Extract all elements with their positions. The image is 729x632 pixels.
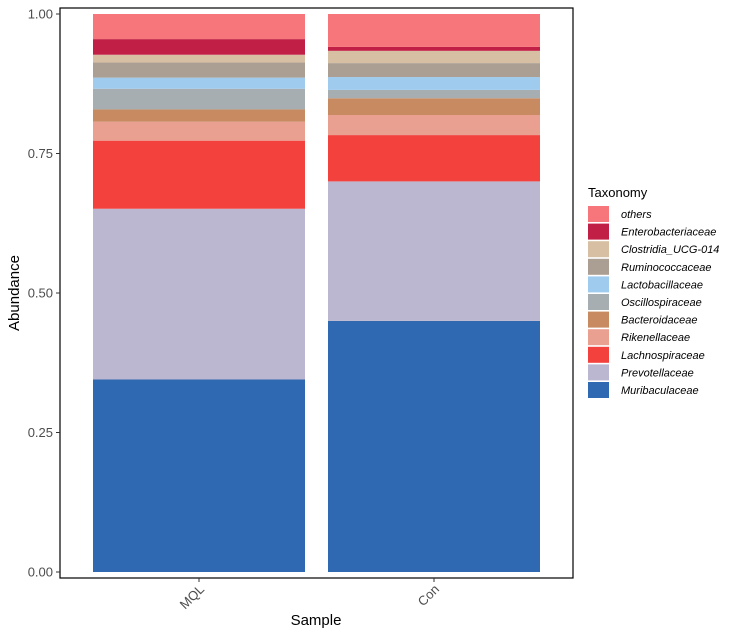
bar-mql-lactobacillaceae [93, 77, 305, 89]
y-tick-label: 0.00 [28, 565, 53, 580]
bar-con-muribaculaceae [328, 320, 540, 572]
bar-con-prevotellaceae [328, 181, 540, 321]
legend-label-enterobacteriaceae: Enterobacteriaceae [621, 227, 716, 239]
bar-mql-others [93, 14, 305, 40]
legend-label-others: others [621, 209, 652, 221]
bar-mql-clostridia-ucg-014 [93, 54, 305, 63]
legend-label-lactobacillaceae: Lactobacillaceae [621, 279, 703, 291]
legend-label-clostridia-ucg-014: Clostridia_UCG-014 [621, 244, 719, 256]
legend-label-bacteroidaceae: Bacteroidaceae [621, 315, 697, 327]
y-axis-title: Abundance [6, 255, 23, 331]
legend-title: Taxonomy [588, 185, 648, 200]
bar-con-lachnospiraceae [328, 135, 540, 182]
bar-mql-bacteroidaceae [93, 109, 305, 122]
bar-mql-ruminococcaceae [93, 62, 305, 78]
legend-swatch-enterobacteriaceae [588, 223, 609, 240]
bar-con-oscillospiraceae [328, 89, 540, 99]
bar-mql-lachnospiraceae [93, 140, 305, 209]
x-axis-title: Sample [291, 612, 342, 629]
x-tick-label-con: Con [415, 582, 442, 609]
bar-mql-rikenellaceae [93, 121, 305, 141]
y-tick-label: 0.50 [28, 286, 53, 301]
bar-con-rikenellaceae [328, 114, 540, 136]
legend-swatch-ruminococcaceae [588, 258, 609, 275]
bar-con-bacteroidaceae [328, 98, 540, 115]
bar-con-clostridia-ucg-014 [328, 50, 540, 64]
legend-swatch-prevotellaceae [588, 364, 609, 381]
legend-swatch-oscillospiraceae [588, 294, 609, 310]
legend-swatch-bacteroidaceae [588, 311, 609, 328]
legend-swatch-lactobacillaceae [588, 276, 609, 293]
legend-swatch-others [588, 206, 609, 222]
bar-mql-enterobacteriaceae [93, 39, 305, 55]
bar-con-others [328, 14, 540, 47]
bar-mql-prevotellaceae [93, 208, 305, 380]
legend-swatch-lachnospiraceae [588, 346, 609, 363]
legend-swatch-rikenellaceae [588, 329, 609, 346]
x-tick-label-mql: MQL [177, 582, 208, 613]
bar-mql-oscillospiraceae [93, 88, 305, 110]
bar-con-lactobacillaceae [328, 77, 540, 90]
legend-label-oscillospiraceae: Oscillospiraceae [621, 297, 702, 309]
legend-label-muribaculaceae: Muribaculaceae [621, 385, 699, 397]
legend-label-lachnospiraceae: Lachnospiraceae [621, 350, 705, 362]
bar-con-enterobacteriaceae [328, 46, 540, 51]
legend-swatch-muribaculaceae [588, 382, 609, 398]
y-tick-label: 0.25 [28, 425, 53, 440]
legend-swatch-clostridia-ucg-014 [588, 241, 609, 258]
bar-mql-muribaculaceae [93, 379, 305, 572]
y-tick-label: 1.00 [28, 7, 53, 22]
legend-label-prevotellaceae: Prevotellaceae [621, 367, 694, 379]
legend: Taxonomy others Enterobacteriaceae Clostri… [588, 185, 719, 398]
legend-label-rikenellaceae: Rikenellaceae [621, 332, 690, 344]
y-tick-label: 0.75 [28, 146, 53, 161]
bar-con-ruminococcaceae [328, 63, 540, 78]
legend-label-ruminococcaceae: Ruminococcaceae [621, 262, 712, 274]
